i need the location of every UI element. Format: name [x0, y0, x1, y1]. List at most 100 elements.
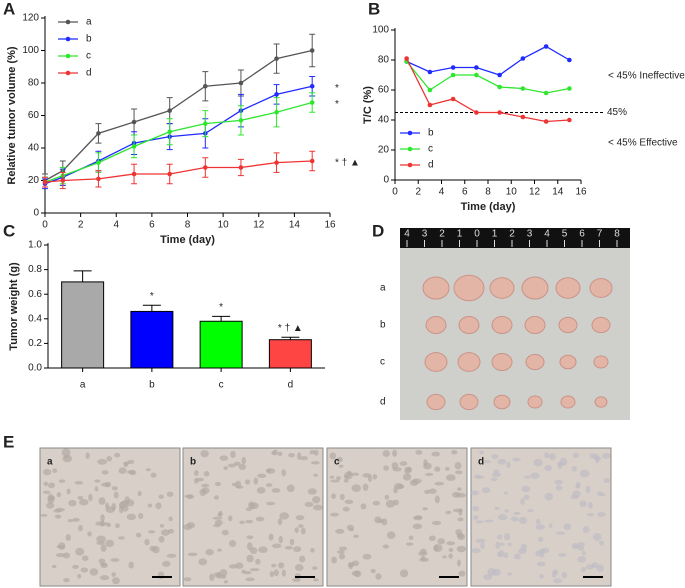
cell — [558, 553, 567, 557]
annotation: * † ▲ — [335, 158, 360, 169]
legend-label: a — [86, 17, 92, 28]
tumor — [426, 393, 446, 411]
cell — [496, 534, 503, 540]
cell — [456, 545, 467, 553]
cell — [294, 527, 299, 534]
cell — [94, 479, 101, 483]
cell — [349, 528, 354, 532]
y-tick-label: 60 — [28, 110, 40, 121]
cell — [598, 540, 605, 546]
cell — [577, 555, 587, 563]
cell — [162, 560, 171, 567]
cell — [424, 489, 431, 495]
tumor — [525, 353, 545, 371]
cell — [68, 499, 77, 507]
micrograph — [39, 447, 181, 587]
cell — [159, 523, 165, 528]
legend-label: b — [428, 128, 434, 139]
tumor — [591, 316, 611, 334]
bar — [199, 320, 243, 369]
cell — [281, 469, 287, 477]
cell — [392, 449, 398, 457]
cell — [46, 502, 55, 509]
cell — [338, 553, 346, 560]
cell — [94, 486, 99, 492]
cell — [551, 570, 557, 578]
ruler-label: 5 — [562, 229, 568, 240]
cell — [471, 548, 481, 554]
data-point — [567, 86, 572, 91]
annotation: * — [335, 99, 339, 110]
legend-marker — [65, 19, 71, 25]
y-tick-label: 80 — [28, 78, 40, 89]
x-tick-label: 4 — [439, 187, 445, 198]
tumor — [521, 276, 549, 300]
cell — [601, 453, 611, 459]
cell — [454, 461, 462, 470]
cell — [336, 550, 345, 554]
data-point — [167, 171, 172, 177]
cell — [278, 562, 285, 569]
cell — [415, 449, 423, 455]
cell — [348, 563, 353, 570]
y-tick-label: 20 — [378, 145, 390, 156]
data-point — [474, 72, 479, 78]
cell — [403, 473, 412, 481]
data-point — [131, 144, 137, 149]
x-tick-label: 16 — [575, 187, 587, 198]
cell — [313, 449, 319, 456]
data-point — [309, 100, 315, 105]
image-label: b — [190, 457, 196, 468]
cell — [372, 500, 381, 506]
cell — [200, 449, 209, 458]
cell — [88, 493, 93, 502]
annotation: * — [219, 302, 223, 313]
data-point — [309, 48, 315, 53]
cell — [344, 499, 354, 505]
y-tick-label: 0.8 — [28, 264, 42, 275]
cell — [385, 499, 395, 508]
cell — [294, 564, 304, 571]
cell — [137, 490, 142, 497]
y-tick-label: 80 — [378, 55, 390, 66]
cell — [184, 494, 193, 498]
cell — [313, 578, 319, 582]
cell — [258, 546, 268, 554]
cell — [77, 573, 82, 579]
x-tick-label: 0 — [392, 187, 398, 198]
ruler-label: 1 — [457, 229, 463, 240]
data-point — [450, 96, 456, 102]
cell — [54, 514, 62, 519]
cell — [472, 505, 480, 512]
cell — [105, 539, 115, 548]
cell — [412, 523, 423, 530]
cell — [118, 467, 127, 474]
data-point — [309, 83, 315, 89]
cell — [230, 450, 236, 459]
cell — [382, 449, 390, 458]
cell — [273, 569, 279, 577]
data-point — [427, 69, 433, 75]
cell — [523, 494, 530, 500]
cell — [338, 464, 344, 468]
cell — [79, 498, 89, 506]
tumor — [589, 278, 613, 298]
cell — [228, 539, 237, 548]
cell — [205, 548, 214, 556]
cell — [408, 535, 414, 541]
cell — [223, 580, 228, 584]
cell — [491, 472, 502, 478]
cell — [135, 532, 142, 538]
data-point — [96, 160, 101, 165]
legend-marker — [407, 162, 413, 168]
cell — [572, 452, 580, 459]
cell — [111, 486, 118, 491]
legend-label: d — [428, 160, 434, 171]
cell — [445, 510, 452, 515]
cell — [338, 546, 348, 551]
tumor — [560, 395, 576, 409]
cell — [586, 513, 595, 517]
cell — [479, 450, 485, 455]
cell — [420, 555, 426, 561]
cell — [429, 488, 437, 494]
